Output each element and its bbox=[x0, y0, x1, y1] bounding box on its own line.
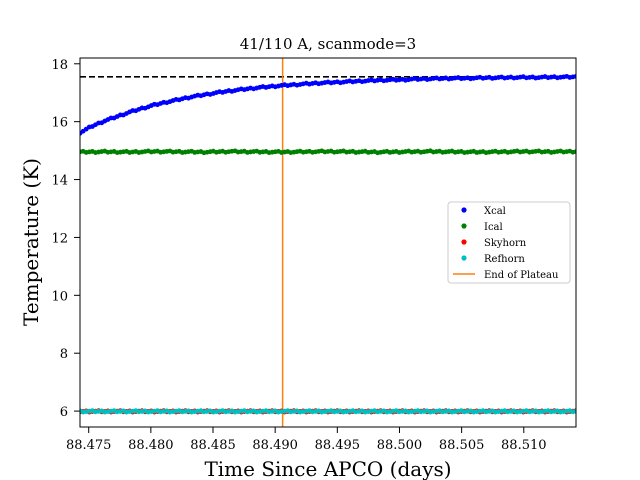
y-tick-label: 14 bbox=[51, 174, 68, 189]
x-tick-label: 88.480 bbox=[128, 438, 174, 453]
x-tick-label: 88.495 bbox=[315, 438, 361, 453]
y-tick-label: 10 bbox=[51, 289, 68, 304]
x-tick-label: 88.500 bbox=[377, 438, 423, 453]
y-axis: 6 8 10 12 14 16 18 bbox=[51, 58, 80, 420]
legend-label-refhorn: Refhorn bbox=[484, 254, 525, 265]
x-tick-label: 88.510 bbox=[501, 438, 547, 453]
y-tick-label: 6 bbox=[60, 405, 68, 420]
legend-marker-skyhorn bbox=[461, 239, 467, 245]
legend-marker-xcal bbox=[461, 207, 467, 213]
x-tick-label: 88.485 bbox=[190, 438, 236, 453]
x-axis: 88.475 88.480 88.485 88.490 88.495 88.500 88.5… bbox=[66, 427, 547, 453]
legend-marker-refhorn bbox=[461, 255, 467, 261]
legend-label-end-of-plateau: End of Plateau bbox=[484, 270, 559, 281]
series-xcal bbox=[80, 73, 576, 136]
chart-title: 41/110 A, scanmode=3 bbox=[240, 35, 416, 53]
legend-marker-ical bbox=[461, 223, 467, 229]
data-point-refhorn bbox=[573, 408, 576, 414]
legend-label-xcal: Xcal bbox=[484, 206, 506, 217]
legend-box bbox=[447, 201, 571, 284]
series-refhorn bbox=[80, 408, 576, 415]
y-tick-label: 12 bbox=[51, 231, 68, 246]
y-axis-title: Temperature (K) bbox=[19, 158, 43, 326]
x-tick-label: 88.475 bbox=[66, 438, 112, 453]
x-tick-label: 88.490 bbox=[252, 438, 298, 453]
legend-label-ical: Ical bbox=[484, 222, 503, 233]
legend: Xcal Ical Skyhorn Refhorn End of Plateau bbox=[447, 201, 571, 284]
data-point-xcal bbox=[573, 73, 576, 79]
y-tick-label: 18 bbox=[51, 58, 68, 73]
legend-label-skyhorn: Skyhorn bbox=[484, 238, 527, 249]
plot-area bbox=[80, 58, 576, 427]
y-tick-label: 8 bbox=[60, 347, 68, 362]
y-tick-label: 16 bbox=[51, 116, 68, 131]
x-tick-label: 88.505 bbox=[439, 438, 485, 453]
series-ical bbox=[80, 148, 576, 156]
x-axis-title: Time Since APCO (days) bbox=[204, 457, 451, 480]
plot-frame bbox=[79, 57, 577, 428]
data-point-ical bbox=[573, 149, 576, 155]
plot-marks bbox=[80, 58, 576, 427]
